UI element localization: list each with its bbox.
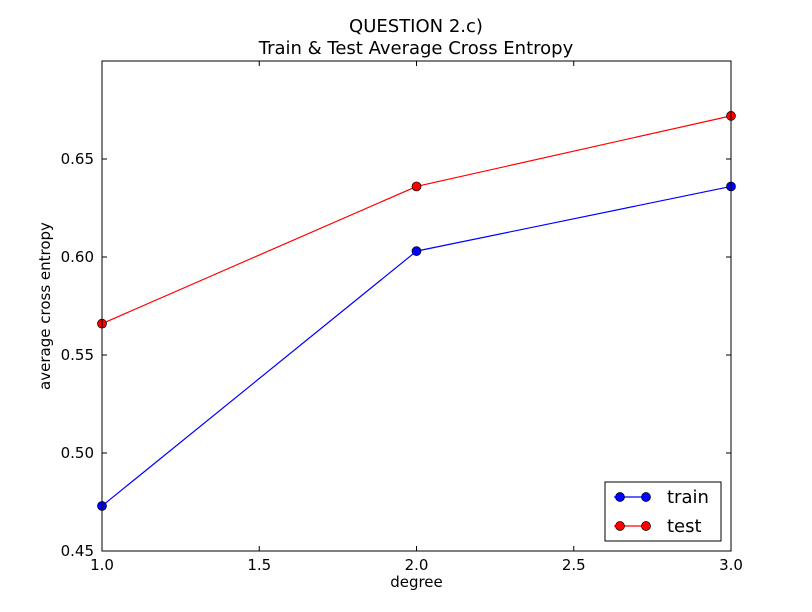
x-tick-label: 1.0 [90,556,114,574]
y-tick-label: 0.60 [61,248,94,266]
legend-train-marker [641,492,651,502]
x-tick-label: 1.5 [247,556,271,574]
chart-subtitle: Train & Test Average Cross Entropy [258,38,574,59]
y-tick-label: 0.55 [61,346,94,364]
legend-test-marker [641,521,651,531]
y-axis-label: average cross entropy [36,222,54,390]
legend-test-marker [615,521,625,531]
axis-ticks: 1.0 1.5 2.0 2.5 3.0 0.45 0.50 0.55 0.60 0.65 [61,61,743,574]
y-tick-label: 0.50 [61,444,94,462]
y-tick-label: 0.45 [61,542,94,560]
legend: train test [604,481,722,542]
y-tick-label: 0.65 [61,150,94,168]
legend-train-marker [615,492,625,502]
data-point-train [411,246,422,256]
legend-test-label: test [667,516,702,537]
x-tick-label: 3.0 [719,556,743,574]
legend-frame [604,481,722,542]
x-axis-label: degree [390,573,443,591]
x-tick-label: 2.0 [405,556,429,574]
data-point-test [411,181,422,192]
legend-train-label: train [667,487,709,508]
chart-title: QUESTION 2.c) [349,16,483,37]
x-tick-label: 2.5 [562,556,586,574]
